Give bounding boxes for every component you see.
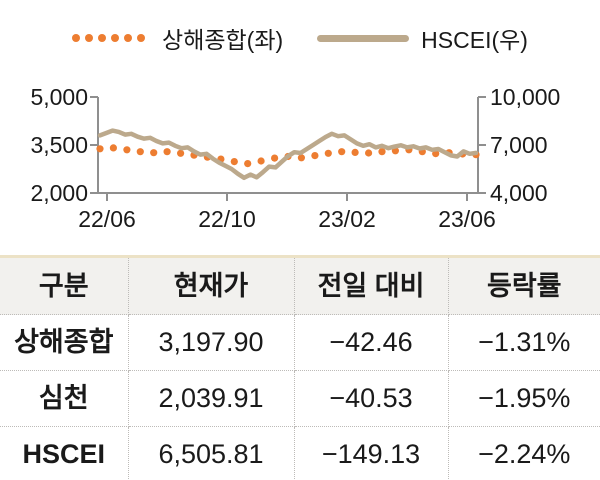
- row-pct: −1.95%: [448, 370, 600, 427]
- shanghai-dotted-line-swatch: [72, 34, 150, 42]
- svg-text:7,000: 7,000: [490, 132, 548, 158]
- legend-label-hscei: HSCEI(우): [421, 27, 528, 53]
- svg-text:22/06: 22/06: [78, 206, 136, 232]
- legend-item-hscei: HSCEI(우): [317, 21, 528, 55]
- svg-text:4,000: 4,000: [490, 180, 548, 206]
- col-header-category: 구분: [0, 256, 129, 315]
- svg-text:5,000: 5,000: [30, 84, 88, 110]
- row-change: −40.53: [294, 370, 449, 427]
- svg-text:2,000: 2,000: [30, 180, 88, 206]
- table-row-hscei: HSCEI 6,505.81 −149.13 −2.24%: [0, 426, 600, 480]
- table-row-shenzhen: 심천 2,039.91 −40.53 −1.95%: [0, 370, 600, 427]
- svg-text:23/06: 23/06: [438, 206, 496, 232]
- svg-text:23/02: 23/02: [318, 206, 376, 232]
- svg-text:3,500: 3,500: [30, 132, 88, 158]
- svg-text:10,000: 10,000: [490, 84, 560, 110]
- table-row-shanghai: 상해종합 3,197.90 −42.46 −1.31%: [0, 314, 600, 371]
- hscei-solid-line-swatch: [317, 34, 410, 42]
- row-price: 3,197.90: [128, 314, 295, 371]
- svg-text:22/10: 22/10: [198, 206, 256, 232]
- row-label: 심천: [0, 370, 129, 427]
- index-quote-table: 구분 현재가 전일 대비 등락률 상해종합 3,197.90 −42.46 −1…: [0, 255, 600, 480]
- row-pct: −1.31%: [448, 314, 600, 371]
- row-change: −149.13: [294, 426, 449, 480]
- row-label: HSCEI: [0, 426, 129, 480]
- row-label: 상해종합: [0, 314, 129, 371]
- row-change: −42.46: [294, 314, 449, 371]
- col-header-change: 전일 대비: [294, 256, 449, 315]
- row-price: 2,039.91: [128, 370, 295, 427]
- legend-label-shanghai: 상해종합(좌): [162, 27, 284, 53]
- chart-legend: 상해종합(좌) HSCEI(우): [0, 22, 600, 54]
- row-price: 6,505.81: [128, 426, 295, 480]
- col-header-pct: 등락률: [448, 256, 600, 315]
- price-line-chart: 5,000 3,500 2,000 10,000 7,000 4,000 22/06 22/1…: [30, 84, 560, 232]
- legend-item-shanghai: 상해종합(좌): [72, 21, 283, 55]
- col-header-price: 현재가: [128, 256, 295, 315]
- table-header-row: 구분 현재가 전일 대비 등락률: [0, 256, 600, 315]
- row-pct: −2.24%: [448, 426, 600, 480]
